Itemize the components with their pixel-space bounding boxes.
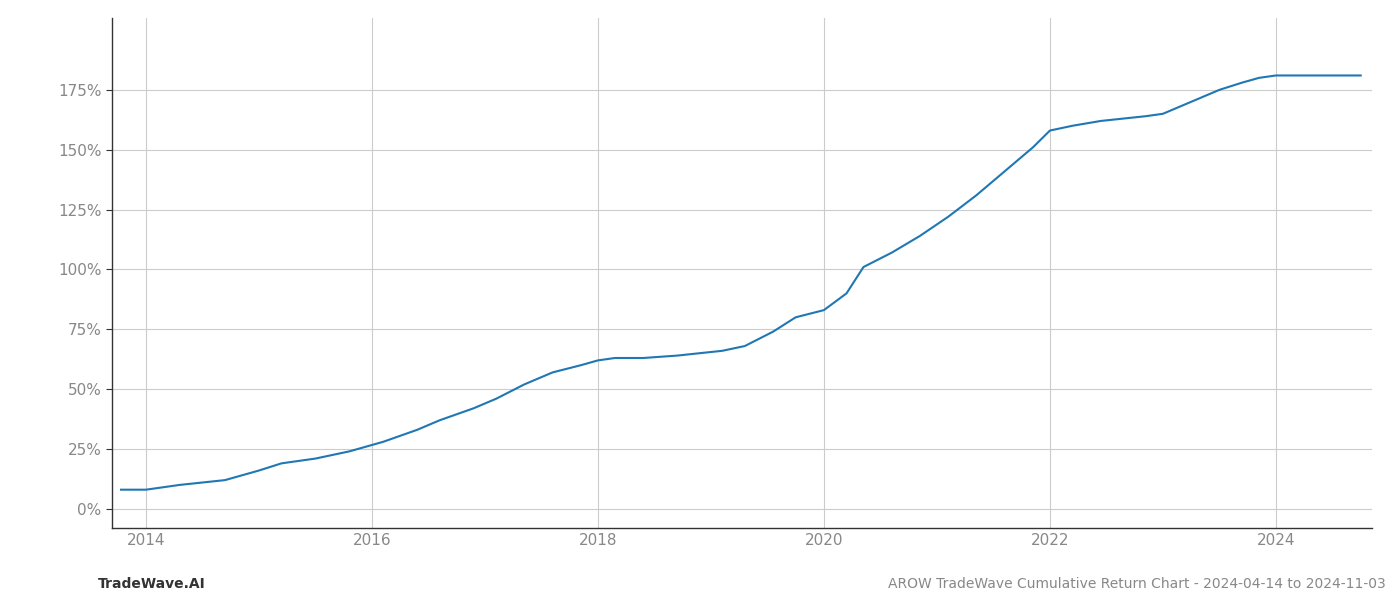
- Text: TradeWave.AI: TradeWave.AI: [98, 577, 206, 591]
- Text: AROW TradeWave Cumulative Return Chart - 2024-04-14 to 2024-11-03: AROW TradeWave Cumulative Return Chart -…: [888, 577, 1386, 591]
